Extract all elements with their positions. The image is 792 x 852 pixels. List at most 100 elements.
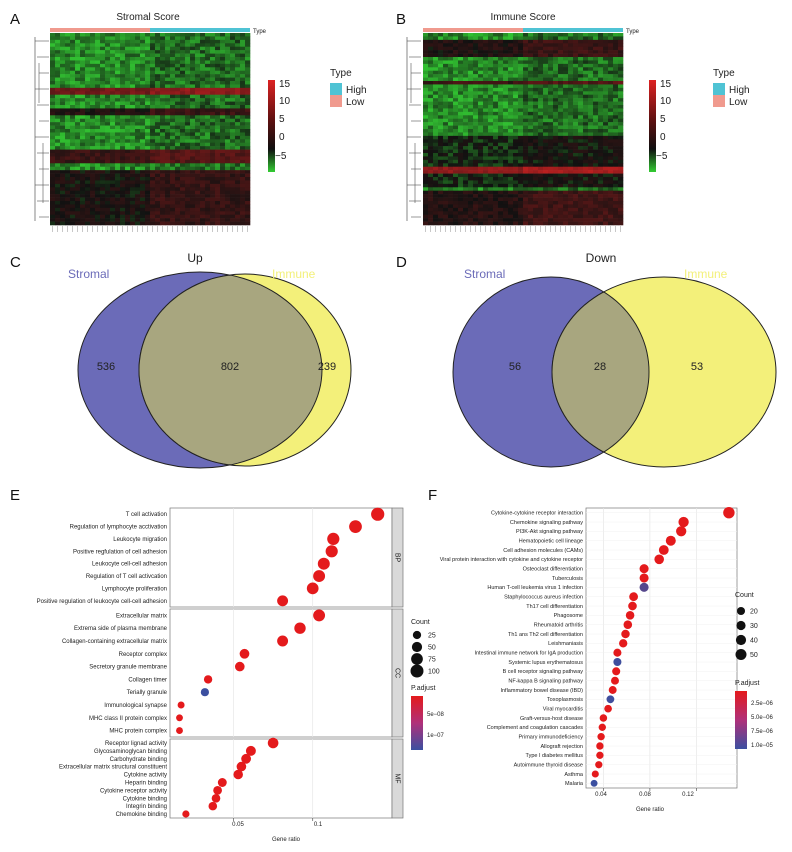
heatmap-cell [140,57,146,61]
heatmap-cell [110,173,116,178]
heatmap-cell [613,187,619,192]
heatmap-cell [170,170,176,174]
heatmap-cell [423,122,429,126]
heatmap-cell [190,94,196,99]
heatmap-cell [100,74,106,78]
heatmap-cell [145,190,151,195]
heatmap-cell [195,67,201,72]
heatmap-cell [150,170,156,174]
heatmap-cell [513,159,519,164]
heatmap-cell [618,142,624,147]
heatmap-cell [508,84,514,89]
heatmap-cell [453,122,459,126]
heatmap-cell [598,57,604,61]
heatmap-cell [230,163,236,168]
heatmap-cell [200,67,206,72]
heatmap-cell [533,180,539,185]
heatmap-cell [215,115,221,120]
heatmap-cell [528,98,534,102]
heatmap-cell [448,111,454,116]
heatmap-cell [235,101,241,106]
heatmap-cell [428,180,434,185]
heatmap-cell [145,132,151,137]
heatmap-cell [433,166,439,171]
heatmap-cell [563,218,569,222]
heatmap-cell [438,194,444,198]
heatmap-cell [65,207,71,212]
heatmap-cell [563,207,569,212]
heatmap-cell [563,142,569,147]
heatmap-cell [195,135,201,140]
heatmap-cell [50,139,56,144]
heatmap-cell [573,122,579,126]
heatmap-cell [518,43,524,48]
heatmap-cell [433,118,439,123]
heatmap-cell [563,115,569,120]
heatmap-cell [428,204,434,209]
heatmap-cell [538,118,544,123]
heatmap-cell [478,39,484,44]
heatmap-cell [458,43,464,48]
heatmap-cell [423,173,429,178]
heatmap-cell [518,67,524,72]
heatmap-cell [473,91,479,96]
heatmap-cell [90,197,96,202]
heatmap-cell [190,159,196,164]
heatmap-cell [558,67,564,72]
heatmap-cell [468,53,474,58]
heatmap-cell [483,70,489,75]
heatmap-cell [598,77,604,82]
heatmap-cell [120,67,126,72]
heatmap-cell [135,135,141,140]
heatmap-cell [613,46,619,51]
heatmap-cell [433,57,439,61]
heatmap-cell [568,105,574,109]
heatmap-cell [608,129,614,133]
heatmap-cell [523,173,529,178]
heatmap-cell [488,163,494,168]
heatmap-cell [80,170,86,174]
heatmap-cell [553,57,559,61]
heatmap-cell [558,105,564,109]
heatmap-cell [225,84,231,89]
heatmap-cell [205,43,211,48]
term-label: T cell activation [126,512,167,518]
heatmap-cell [568,197,574,202]
heatmap-cell [105,183,111,188]
heatmap-cell [65,122,71,126]
heatmap-cell [195,43,201,48]
heatmap-cell [548,105,554,109]
heatmap-cell [140,111,146,116]
heatmap-cell [85,201,91,205]
heatmap-cell [215,87,221,92]
heatmap-cell [503,163,509,168]
heatmap-cell [240,194,246,198]
heatmap-cell [225,63,231,68]
heatmap-cell [150,142,156,147]
heatmap-cell [423,111,429,116]
heatmap-cell [190,98,196,102]
heatmap-cell [195,139,201,144]
term-label: B cell receptor signaling pathway [503,669,584,675]
heatmap-cell [155,190,161,195]
heatmap-cell [190,87,196,92]
heatmap-cell [115,125,121,130]
heatmap-cell [483,207,489,212]
heatmap-cell [90,132,96,137]
heatmap-cell [245,146,251,150]
heatmap-cell [443,194,449,198]
heatmap-cell [433,67,439,72]
heatmap-cell [240,190,246,195]
heatmap-cell [225,201,231,205]
heatmap-cell [245,60,251,65]
heatmap-cell [90,149,96,154]
heatmap-cell [458,221,464,226]
heatmap-cell [110,187,116,192]
heatmap-cell [230,115,236,120]
heatmap-cell [518,94,524,99]
heatmap-cell [603,43,609,48]
heatmap-cell [508,70,514,75]
heatmap-cell [165,77,171,82]
heatmap-cell [105,122,111,126]
heatmap-cell [80,142,86,147]
